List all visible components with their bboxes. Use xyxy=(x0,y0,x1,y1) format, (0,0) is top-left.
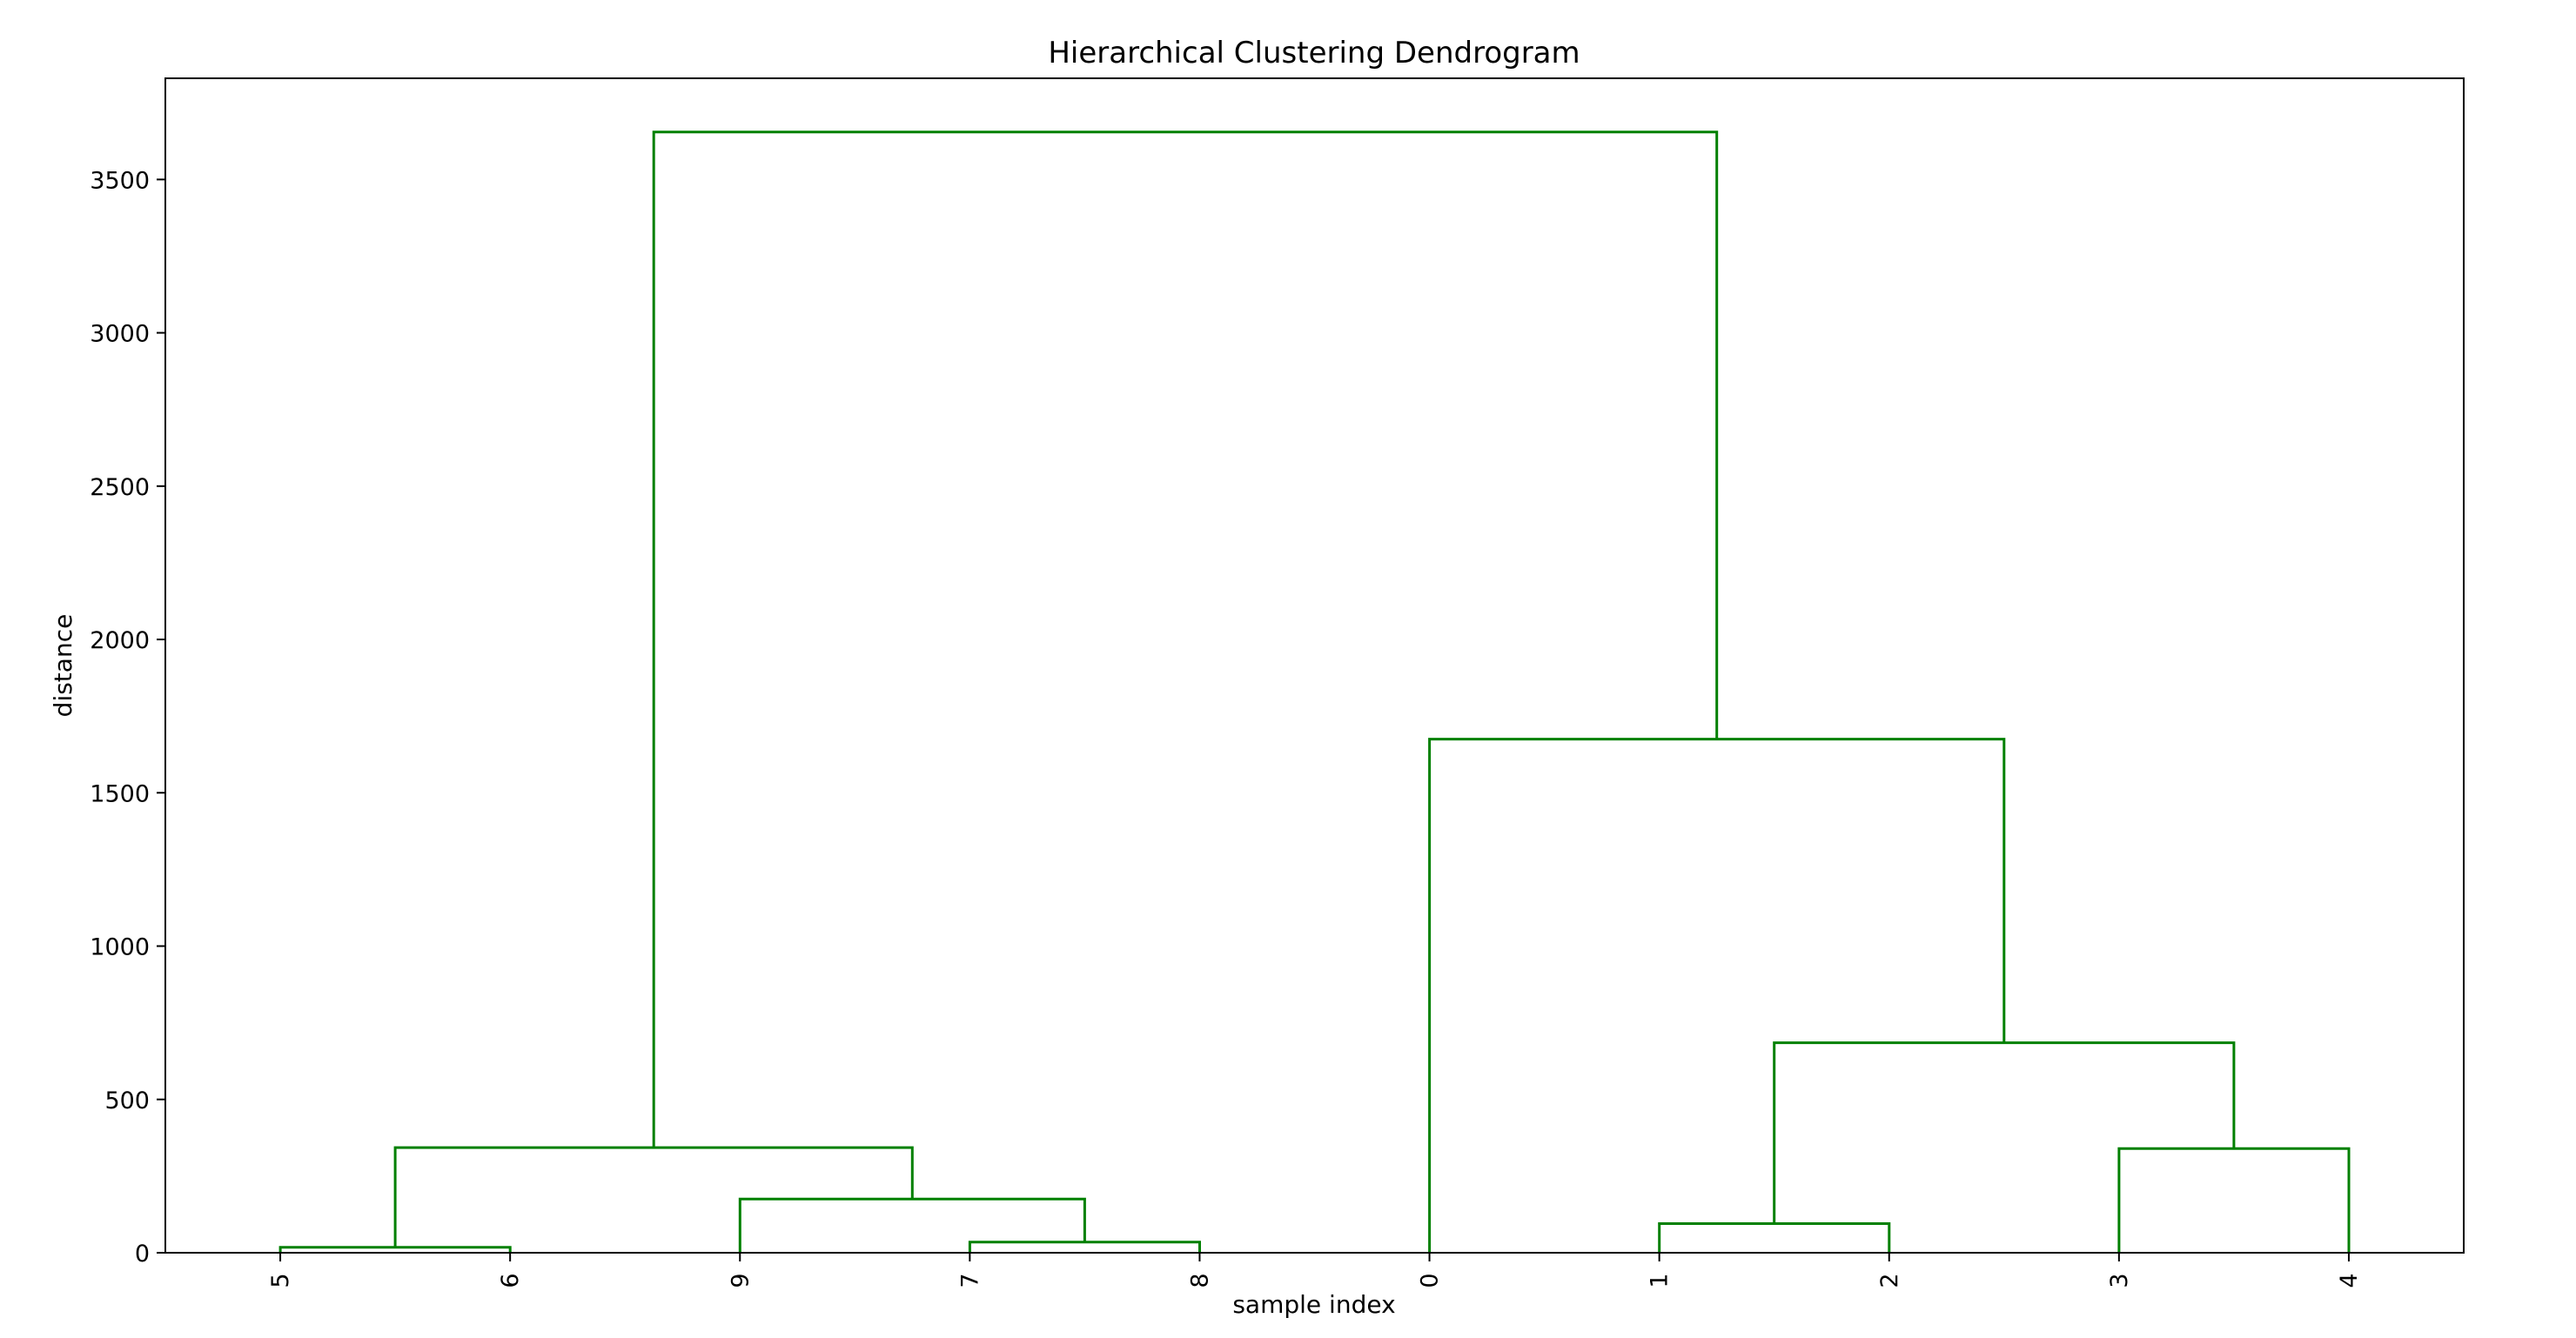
y-tick-label: 2500 xyxy=(90,474,150,501)
x-tick-label: 7 xyxy=(956,1273,983,1288)
dendrogram-link-7 xyxy=(1428,738,2006,1253)
chart-title: Hierarchical Clustering Dendrogram xyxy=(1048,36,1580,70)
x-tick-label: 1 xyxy=(1647,1273,1674,1288)
y-tick-label: 2000 xyxy=(90,627,150,654)
x-tick-label: 6 xyxy=(497,1273,524,1288)
y-tick-label: 500 xyxy=(104,1087,150,1114)
y-axis-label: distance xyxy=(49,614,77,718)
y-tick-label: 1500 xyxy=(90,780,150,807)
plot-frame xyxy=(164,77,2465,1254)
y-tick-label: 0 xyxy=(135,1241,150,1268)
x-tick-label: 4 xyxy=(2336,1273,2363,1288)
dendrogram-links xyxy=(278,130,2351,1253)
dendrogram-link-3 xyxy=(393,1146,914,1248)
x-tick-label: 0 xyxy=(1417,1273,1444,1288)
dendrogram-link-4 xyxy=(1658,1222,1891,1253)
x-tick-label: 8 xyxy=(1186,1273,1213,1288)
x-tick-label: 5 xyxy=(267,1273,294,1288)
dendrogram-link-1 xyxy=(968,1241,1201,1253)
x-tick-label: 9 xyxy=(727,1273,754,1288)
dendrogram-link-2 xyxy=(738,1197,1086,1253)
y-axis-ticks: 0 500 1000 1500 2000 2500 3000 3500 xyxy=(90,167,165,1268)
dendrogram-link-5 xyxy=(2117,1147,2351,1253)
dendrogram-link-8 xyxy=(652,130,1719,1148)
y-tick-label: 1000 xyxy=(90,934,150,961)
y-tick-label: 3000 xyxy=(90,321,150,348)
x-axis-ticks: 5 6 9 7 8 0 1 2 3 4 xyxy=(267,1253,2363,1288)
y-tick-label: 3500 xyxy=(90,167,150,194)
dendrogram-link-6 xyxy=(1773,1041,2236,1224)
x-tick-label: 3 xyxy=(2106,1273,2133,1288)
x-axis-label: sample index xyxy=(1232,1290,1395,1319)
x-tick-label: 2 xyxy=(1876,1273,1903,1288)
